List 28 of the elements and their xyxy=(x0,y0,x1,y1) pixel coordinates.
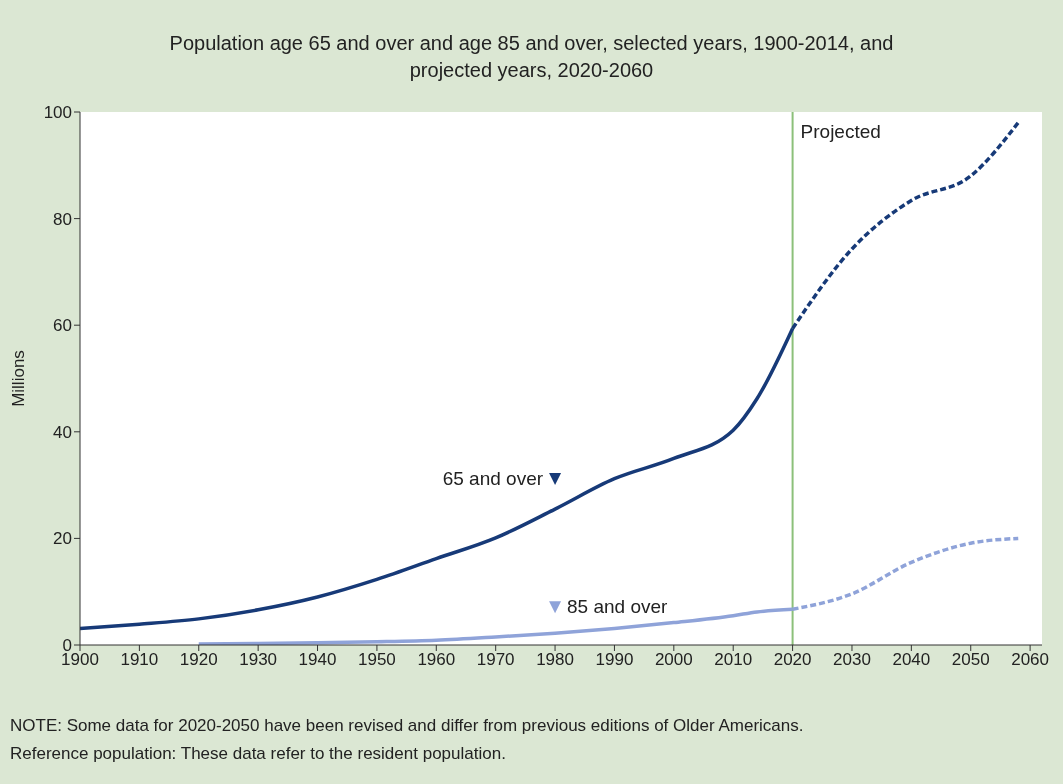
x-tick-label: 2060 xyxy=(1011,650,1050,670)
chart-title: Population age 65 and over and age 85 and over, selected years, 1900-2014, and projected years, 2020-2060 xyxy=(168,31,895,83)
x-tick-label: 1930 xyxy=(239,650,278,670)
x-tick-label: 1990 xyxy=(595,650,634,670)
x-tick-label: 1940 xyxy=(298,650,337,670)
ref-line-label: Projected xyxy=(800,121,881,142)
x-tick-label: 2020 xyxy=(773,650,812,670)
x-tick-label: 2030 xyxy=(833,650,871,670)
x-tick-label: 1920 xyxy=(179,650,218,670)
x-tick-label: 1950 xyxy=(358,650,396,670)
x-tick-label: 2010 xyxy=(714,650,753,670)
y-tick-label: 20 xyxy=(53,529,72,549)
y-tick-label: 100 xyxy=(43,103,72,123)
text: NOTE: Some data for 2020-2050 have been revised and differ from previous editions of Older Americans. xyxy=(10,715,804,737)
text: Reference population: These data refer to the resident population. xyxy=(10,743,507,765)
x-tick-label: 1910 xyxy=(120,650,159,670)
x-tick-label: 2000 xyxy=(654,650,693,670)
series-label: 65 and over xyxy=(442,468,544,490)
x-tick-label: 2040 xyxy=(892,650,931,670)
x-tick-label: 2050 xyxy=(951,650,990,670)
x-tick-label: 1980 xyxy=(536,650,574,670)
legend-label: 85 and over xyxy=(567,596,669,618)
y-tick-label: 40 xyxy=(53,422,72,442)
x-tick-label: 1970 xyxy=(476,650,515,670)
x-tick-label: 1960 xyxy=(417,650,456,670)
y-tick-label: 80 xyxy=(53,209,72,229)
y-tick-label: 60 xyxy=(53,316,72,336)
y-axis-title: Millions xyxy=(9,350,29,407)
